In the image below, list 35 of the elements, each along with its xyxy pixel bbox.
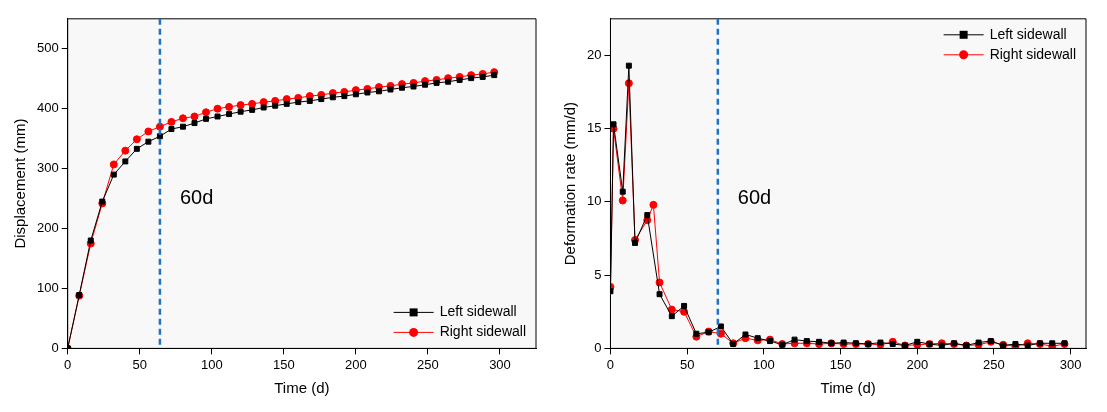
y-tick-label: 200 xyxy=(36,220,59,236)
x-axis-title: Time (d) xyxy=(820,379,876,397)
legend-label: Right sidewall xyxy=(989,45,1076,62)
x-tick-label: 150 xyxy=(272,356,295,372)
x-tick-label: 50 xyxy=(132,356,147,372)
x-tick-label: 0 xyxy=(64,356,72,372)
y-tick-label: 500 xyxy=(36,40,59,56)
legend-label: Right sidewall xyxy=(439,323,526,340)
x-tick-label: 50 xyxy=(679,356,695,372)
x-tick-label: 100 xyxy=(200,356,223,372)
x-tick-label: 300 xyxy=(489,356,511,372)
y-tick-label: 20 xyxy=(586,47,602,62)
x-tick-label: 250 xyxy=(417,356,439,372)
y-axis-title: Deformation rate (mm/d) xyxy=(561,101,579,266)
legend-label: Left sidewall xyxy=(439,303,517,320)
x-axis-title: Time (d) xyxy=(274,379,330,397)
x-tick-label: 250 xyxy=(983,356,1005,372)
x-tick-label: 0 xyxy=(606,356,615,372)
y-axis-title: Displacement (mm) xyxy=(11,118,29,249)
y-tick-label: 0 xyxy=(51,339,59,355)
x-tick-label: 200 xyxy=(906,356,929,372)
y-tick-label: 400 xyxy=(36,100,59,116)
y-tick-label: 100 xyxy=(36,280,59,296)
y-tick-label: 5 xyxy=(594,266,602,282)
x-tick-label: 150 xyxy=(829,356,852,372)
y-tick-label: 0 xyxy=(594,339,602,355)
ref-line-label: 60d xyxy=(179,186,214,209)
ref-line-label: 60d xyxy=(737,186,772,209)
y-tick-label: 300 xyxy=(36,160,59,176)
x-tick-label: 200 xyxy=(345,356,367,372)
legend-label: Left sidewall xyxy=(989,25,1067,42)
y-tick-label: 15 xyxy=(586,120,602,136)
x-tick-label: 100 xyxy=(753,356,775,372)
y-tick-label: 10 xyxy=(586,193,602,209)
x-tick-label: 300 xyxy=(1059,356,1082,372)
